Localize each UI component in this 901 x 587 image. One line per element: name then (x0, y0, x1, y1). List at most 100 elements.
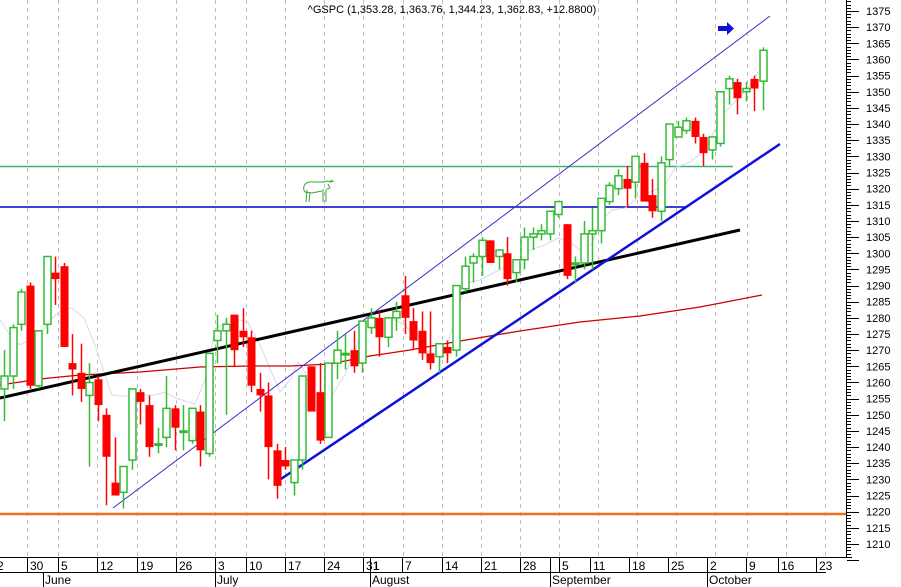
candle-body-down (426, 353, 435, 364)
candle-body-down (68, 363, 77, 370)
candle-body-down (503, 253, 512, 280)
x-week-label: 12 (100, 559, 114, 573)
candle-body-up (520, 236, 529, 261)
y-tick-label: 1330 (866, 151, 890, 163)
y-tick-label: 1370 (866, 22, 890, 34)
y-tick-label: 1270 (866, 345, 890, 357)
candle-body-up (580, 233, 589, 264)
candle-body-down (640, 162, 649, 202)
candle-body-down (307, 366, 316, 412)
x-week-label: 26 (179, 559, 193, 573)
candle-body-down (316, 392, 325, 441)
candle-body-down (486, 240, 495, 263)
channel-upper-line (112, 15, 771, 509)
candle-body-down (26, 285, 35, 386)
candle-body-down (733, 82, 742, 99)
candle-body-up (665, 123, 674, 161)
x-week-label: 14 (445, 559, 459, 573)
candle-body-down (171, 408, 180, 428)
candle-body-up (742, 87, 751, 93)
candle-body-up (571, 262, 580, 266)
y-tick-label: 1265 (866, 361, 890, 373)
x-month-label: June (45, 573, 71, 587)
candle-body-up (725, 78, 734, 90)
candle-body-down (102, 414, 111, 457)
y-tick-label: 1275 (866, 329, 890, 341)
candle-body-up (537, 229, 546, 235)
y-tick-label: 1245 (866, 426, 890, 438)
x-week-label: 5 (562, 559, 569, 573)
y-tick-label: 1355 (866, 71, 890, 83)
candle-body-down (699, 136, 708, 154)
y-tick-label: 1345 (866, 103, 890, 115)
x-week-label: 18 (632, 559, 646, 573)
y-tick-label: 1335 (866, 135, 890, 147)
candle-body-down (60, 266, 69, 347)
y-tick-label: 1320 (866, 184, 890, 196)
candle-body-down (145, 405, 154, 448)
candle-body-up (716, 91, 725, 145)
vertical-gridlines (27, 0, 826, 557)
y-tick-label: 1235 (866, 458, 890, 470)
y-tick-label: 1225 (866, 491, 890, 503)
candle-body-down (230, 314, 239, 351)
candle-body-up (605, 184, 614, 203)
candle-body-up (17, 291, 26, 326)
candle-body-up (0, 375, 9, 390)
candle-body-up (631, 155, 640, 183)
y-tick-label: 1365 (866, 38, 890, 50)
candle-body-up (554, 200, 563, 216)
candle-body-up (452, 284, 461, 351)
x-week-label: 30 (30, 559, 44, 573)
y-tick-label: 1325 (866, 168, 890, 180)
bull-icon (303, 179, 335, 203)
candle-body-down (443, 346, 452, 354)
candle-body-up (495, 249, 504, 258)
candle-body-down (623, 178, 632, 189)
y-tick-label: 1230 (866, 474, 890, 486)
candle-body-down (77, 372, 86, 389)
x-month-label: October (709, 573, 752, 587)
x-week-label: 7 (405, 559, 412, 573)
y-tick-label: 1350 (866, 87, 890, 99)
candle-body-up (546, 210, 555, 235)
candle-body-up (213, 330, 222, 342)
candle-body-up (597, 197, 606, 232)
x-week-label: 11 (593, 559, 606, 573)
y-tick-label: 1220 (866, 507, 890, 519)
y-tick-label: 1295 (866, 264, 890, 276)
y-tick-label: 1255 (866, 394, 890, 406)
y-tick-label: 1340 (866, 119, 890, 131)
candle-body-down (136, 392, 145, 402)
candle-body-up (435, 342, 444, 358)
candle-body-up (162, 407, 171, 439)
x-week-label: 24 (327, 559, 341, 573)
y-tick-label: 1300 (866, 248, 890, 260)
candle-body-up (392, 310, 401, 319)
candle-body-up (222, 323, 231, 332)
candle-body-down (350, 350, 359, 367)
x-month-label: July (217, 573, 238, 587)
candle-body-up (333, 349, 342, 364)
candle-body-down (750, 78, 759, 89)
candle-body-up (512, 258, 521, 274)
x-week-label: 2 (710, 559, 717, 573)
x-week-label: 9 (749, 559, 756, 573)
candlesticks (0, 47, 768, 509)
y-tick-label: 1285 (866, 297, 890, 309)
y-tick-label: 1290 (866, 281, 890, 293)
candle-body-up (614, 174, 623, 190)
candle-body-down (648, 195, 657, 212)
candle-body-down (264, 395, 273, 448)
y-tick-label: 1215 (866, 523, 890, 535)
candle-body-up (128, 388, 137, 461)
candle-body-down (409, 321, 418, 341)
black-trend-line (0, 228, 741, 400)
candle-body-up (478, 239, 487, 258)
candle-body-up (367, 317, 376, 329)
x-week-label: 3 (218, 559, 225, 573)
candle-body-up (290, 459, 299, 484)
y-tick-label: 1280 (866, 313, 890, 325)
x-week-label: 1 (373, 559, 380, 573)
